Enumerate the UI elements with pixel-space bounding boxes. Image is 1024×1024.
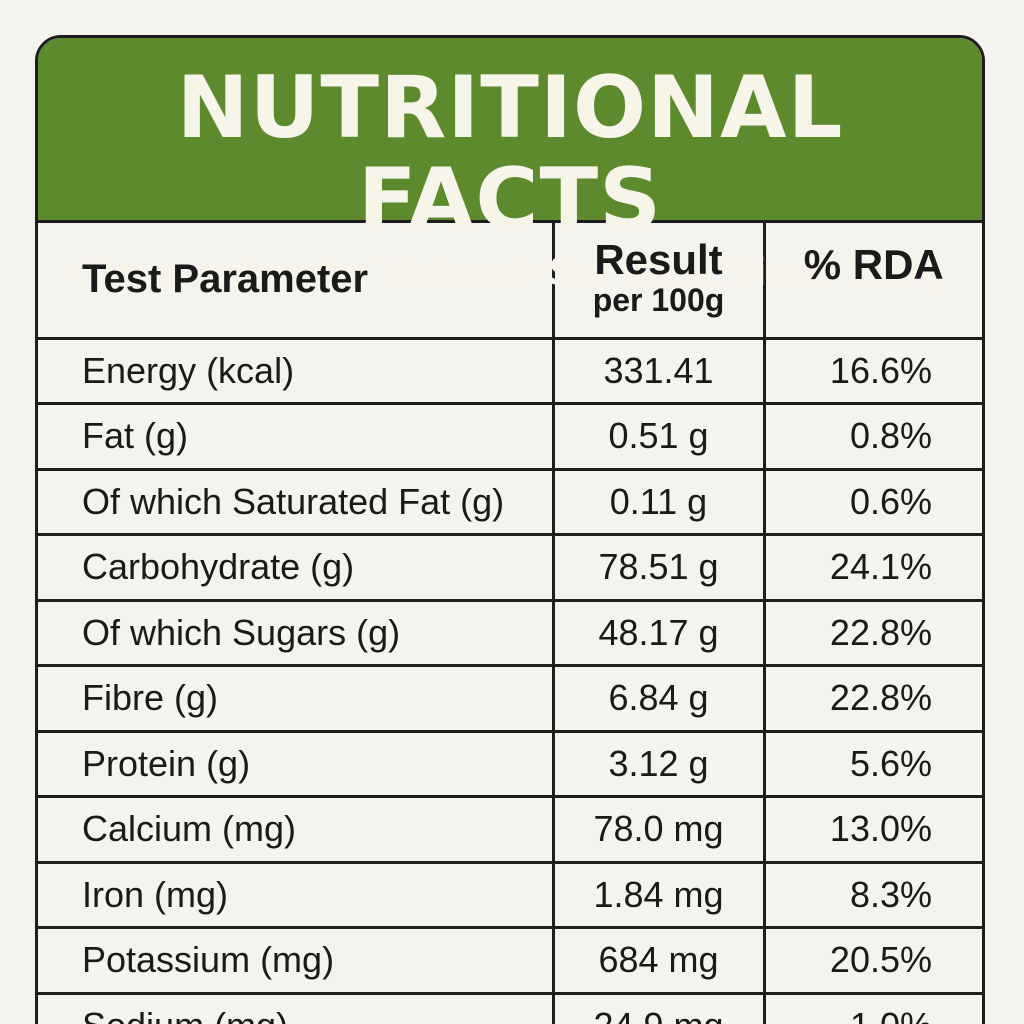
cell-parameter: Fat (g) <box>38 403 555 471</box>
cell-parameter: Of which Saturated Fat (g) <box>38 469 555 536</box>
cell-result: 0.11 g <box>553 469 766 536</box>
table-row: Fat (g) 0.51 g 0.8% <box>38 403 982 471</box>
cell-result: 24.9 mg <box>553 993 766 1024</box>
table-row: Fibre (g) 6.84 g 22.8% <box>38 665 982 733</box>
column-header-result: Result per 100g <box>553 223 766 340</box>
table-row: Of which Saturated Fat (g) 0.11 g 0.6% <box>38 469 982 536</box>
cell-rda: 8.3% <box>764 862 982 929</box>
column-header-result-line2: per 100g <box>592 281 725 318</box>
table-row: Energy (kcal) 331.41 16.6% <box>38 338 982 405</box>
cell-rda: 1.0% <box>764 993 982 1024</box>
column-header-rda: % RDA <box>764 223 982 340</box>
nutrition-table: Test Parameter Result per 100g % RDA Ene… <box>38 223 982 1024</box>
nutrition-facts-panel: NUTRITIONAL FACTS (Approximate Values) S… <box>35 35 985 1024</box>
column-header-result-line1: Result <box>594 235 723 283</box>
cell-result: 3.12 g <box>553 731 766 798</box>
table-header: Test Parameter Result per 100g % RDA <box>38 223 982 340</box>
header-banner: NUTRITIONAL FACTS (Approximate Values) S… <box>38 38 982 294</box>
cell-rda: 22.8% <box>764 600 982 667</box>
table-row: Iron (mg) 1.84 mg 8.3% <box>38 862 982 929</box>
table-row: Of which Sugars (g) 48.17 g 22.8% <box>38 600 982 667</box>
cell-parameter: Energy (kcal) <box>38 338 555 405</box>
table-row: Calcium (mg) 78.0 mg 13.0% <box>38 796 982 864</box>
cell-parameter: Potassium (mg) <box>38 927 555 995</box>
cell-rda: 0.6% <box>764 469 982 536</box>
cell-result: 48.17 g <box>553 600 766 667</box>
cell-parameter: Fibre (g) <box>38 665 555 733</box>
cell-result: 78.0 mg <box>553 796 766 864</box>
cell-parameter: Iron (mg) <box>38 862 555 929</box>
table-row: Protein (g) 3.12 g 5.6% <box>38 731 982 798</box>
table-row: Sodium (mg) 24.9 mg 1.0% <box>38 993 982 1024</box>
table-row: Potassium (mg) 684 mg 20.5% <box>38 927 982 995</box>
cell-parameter: Protein (g) <box>38 731 555 798</box>
cell-rda: 16.6% <box>764 338 982 405</box>
cell-result: 0.51 g <box>553 403 766 471</box>
table-header-row: Test Parameter Result per 100g % RDA <box>38 223 982 340</box>
cell-rda: 20.5% <box>764 927 982 995</box>
cell-result: 1.84 mg <box>553 862 766 929</box>
cell-rda: 24.1% <box>764 534 982 602</box>
cell-parameter: Carbohydrate (g) <box>38 534 555 602</box>
cell-result: 684 mg <box>553 927 766 995</box>
cell-result: 331.41 <box>553 338 766 405</box>
cell-rda: 13.0% <box>764 796 982 864</box>
table-row: Carbohydrate (g) 78.51 g 24.1% <box>38 534 982 602</box>
cell-parameter: Sodium (mg) <box>38 993 555 1024</box>
cell-result: 6.84 g <box>553 665 766 733</box>
cell-rda: 22.8% <box>764 665 982 733</box>
page-title: NUTRITIONAL FACTS <box>176 58 844 250</box>
cell-rda: 5.6% <box>764 731 982 798</box>
cell-result: 78.51 g <box>553 534 766 602</box>
cell-rda: 0.8% <box>764 403 982 471</box>
column-header-parameter: Test Parameter <box>38 223 555 340</box>
table-body: Energy (kcal) 331.41 16.6% Fat (g) 0.51 … <box>38 338 982 1024</box>
cell-parameter: Of which Sugars (g) <box>38 600 555 667</box>
cell-parameter: Calcium (mg) <box>38 796 555 864</box>
